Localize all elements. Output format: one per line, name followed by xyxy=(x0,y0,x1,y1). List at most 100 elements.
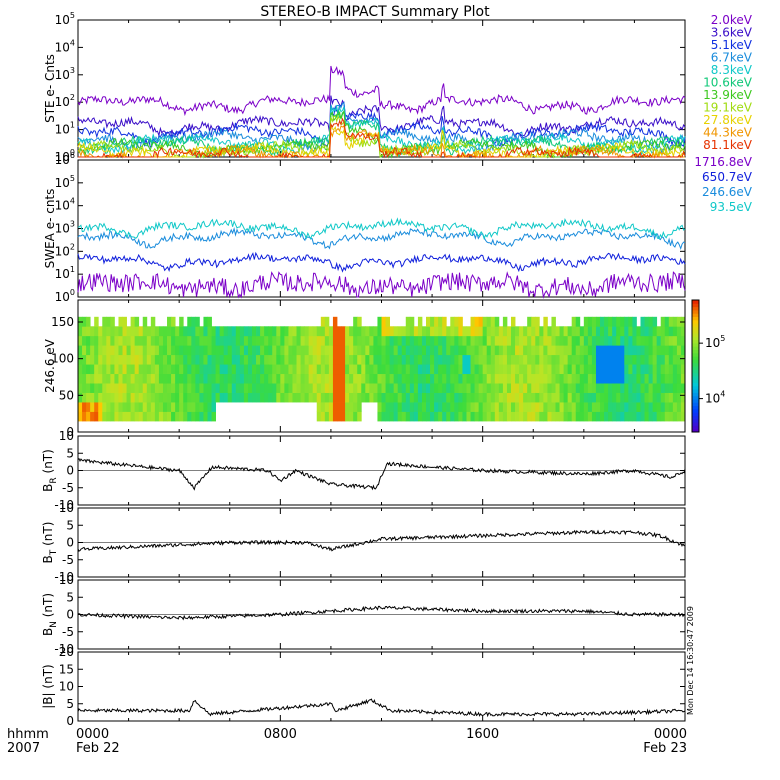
heatmap-cell xyxy=(328,335,334,346)
heatmap-cell xyxy=(490,354,496,365)
heatmap-cell xyxy=(223,392,229,403)
heatmap-cell xyxy=(320,326,326,337)
heatmap-cell xyxy=(146,354,152,365)
y-tick-label: 105 xyxy=(55,174,75,190)
heatmap-cell xyxy=(268,383,273,393)
heatmap-cell xyxy=(620,402,625,412)
heatmap-cell xyxy=(126,411,132,422)
heatmap-cell xyxy=(102,326,107,337)
heatmap-cell xyxy=(353,383,358,393)
heatmap-cell xyxy=(652,411,658,422)
colorbar-step xyxy=(692,428,699,433)
heatmap-cell xyxy=(332,373,338,384)
heatmap-cell xyxy=(656,326,662,337)
heatmap-cell xyxy=(405,345,411,356)
heatmap-cell xyxy=(624,411,629,422)
heatmap-cell xyxy=(385,402,390,412)
heatmap-cell xyxy=(454,373,459,384)
heatmap-cell xyxy=(353,392,358,403)
heatmap-cell xyxy=(515,402,520,412)
heatmap-cell xyxy=(82,345,87,356)
heatmap-cell xyxy=(494,345,500,356)
heatmap-cell xyxy=(648,411,654,422)
heatmap-cell xyxy=(90,402,95,412)
heatmap-cell xyxy=(486,411,492,422)
heatmap-cell xyxy=(199,345,204,356)
heatmap-cell xyxy=(446,345,451,356)
heatmap-cell xyxy=(308,354,314,365)
heatmap-cell xyxy=(462,345,467,356)
heatmap-cell xyxy=(551,402,556,412)
heatmap-cell xyxy=(543,402,548,412)
heatmap-cell xyxy=(336,335,342,346)
heatmap-cell xyxy=(474,354,480,365)
heatmap-cell xyxy=(587,383,593,393)
heatmap-cell xyxy=(567,364,573,375)
heatmap-cell xyxy=(377,354,382,365)
heatmap-cell xyxy=(207,326,212,337)
heatmap-cell xyxy=(470,335,475,346)
heatmap-cell xyxy=(664,402,670,412)
heatmap-cell xyxy=(336,383,342,393)
heatmap-cell xyxy=(478,354,484,365)
heatmap-cell xyxy=(591,392,597,403)
heatmap-cell xyxy=(126,373,132,384)
heatmap-cell xyxy=(547,345,552,356)
heatmap-cell xyxy=(393,402,399,412)
heatmap-cell xyxy=(680,402,686,412)
heatmap-cell xyxy=(523,364,528,375)
colorbar-step xyxy=(692,415,699,420)
heatmap-cell xyxy=(680,373,686,384)
heatmap-cell xyxy=(494,402,500,412)
heatmap-cell xyxy=(106,364,111,375)
heatmap-cell xyxy=(632,326,637,337)
heatmap-cell xyxy=(620,345,625,356)
heatmap-cell xyxy=(158,411,164,422)
heatmap-cell xyxy=(397,411,403,422)
heatmap-cell xyxy=(527,402,532,412)
heatmap-cell xyxy=(162,392,168,403)
heatmap-cell xyxy=(158,402,164,412)
heatmap-cell xyxy=(680,326,686,337)
heatmap-cell xyxy=(349,411,354,422)
heatmap-cell xyxy=(341,354,346,365)
heatmap-cell xyxy=(640,383,645,393)
heatmap-cell xyxy=(648,402,654,412)
heatmap-cell xyxy=(175,411,180,422)
heatmap-cell xyxy=(276,335,281,346)
heatmap-cell xyxy=(94,402,99,412)
heatmap-cell xyxy=(535,335,540,346)
heatmap-cell xyxy=(78,326,83,337)
colorbar-step xyxy=(692,366,699,370)
heatmap-cell xyxy=(150,326,156,337)
heatmap-cell xyxy=(203,364,208,375)
y-tick-label: 0 xyxy=(66,608,74,622)
heatmap-cell xyxy=(373,345,378,356)
heatmap-cell xyxy=(284,354,289,365)
heatmap-cell xyxy=(454,326,459,337)
heatmap-cell xyxy=(539,326,544,337)
heatmap-cell xyxy=(320,373,326,384)
heatmap-cell xyxy=(361,354,366,365)
heatmap-cell xyxy=(405,392,411,403)
heatmap-cell xyxy=(162,364,168,375)
heatmap-cell xyxy=(612,383,617,393)
y-tick-label: 106 xyxy=(55,151,75,167)
heatmap-cell xyxy=(150,354,156,365)
heatmap-cell xyxy=(98,326,103,337)
heatmap-cell xyxy=(555,335,560,346)
heatmap-cell xyxy=(308,364,314,375)
heatmap-cell xyxy=(664,383,670,393)
heatmap-cell xyxy=(199,392,204,403)
heatmap-cell xyxy=(256,326,261,337)
heatmap-cell xyxy=(316,354,322,365)
heatmap-cell xyxy=(535,316,540,327)
heatmap-cell xyxy=(215,364,221,375)
heatmap-cell xyxy=(438,345,443,356)
heatmap-cell xyxy=(150,345,156,356)
heatmap-cell xyxy=(320,402,326,412)
heatmap-cell xyxy=(474,326,480,337)
heatmap-cell xyxy=(676,411,682,422)
